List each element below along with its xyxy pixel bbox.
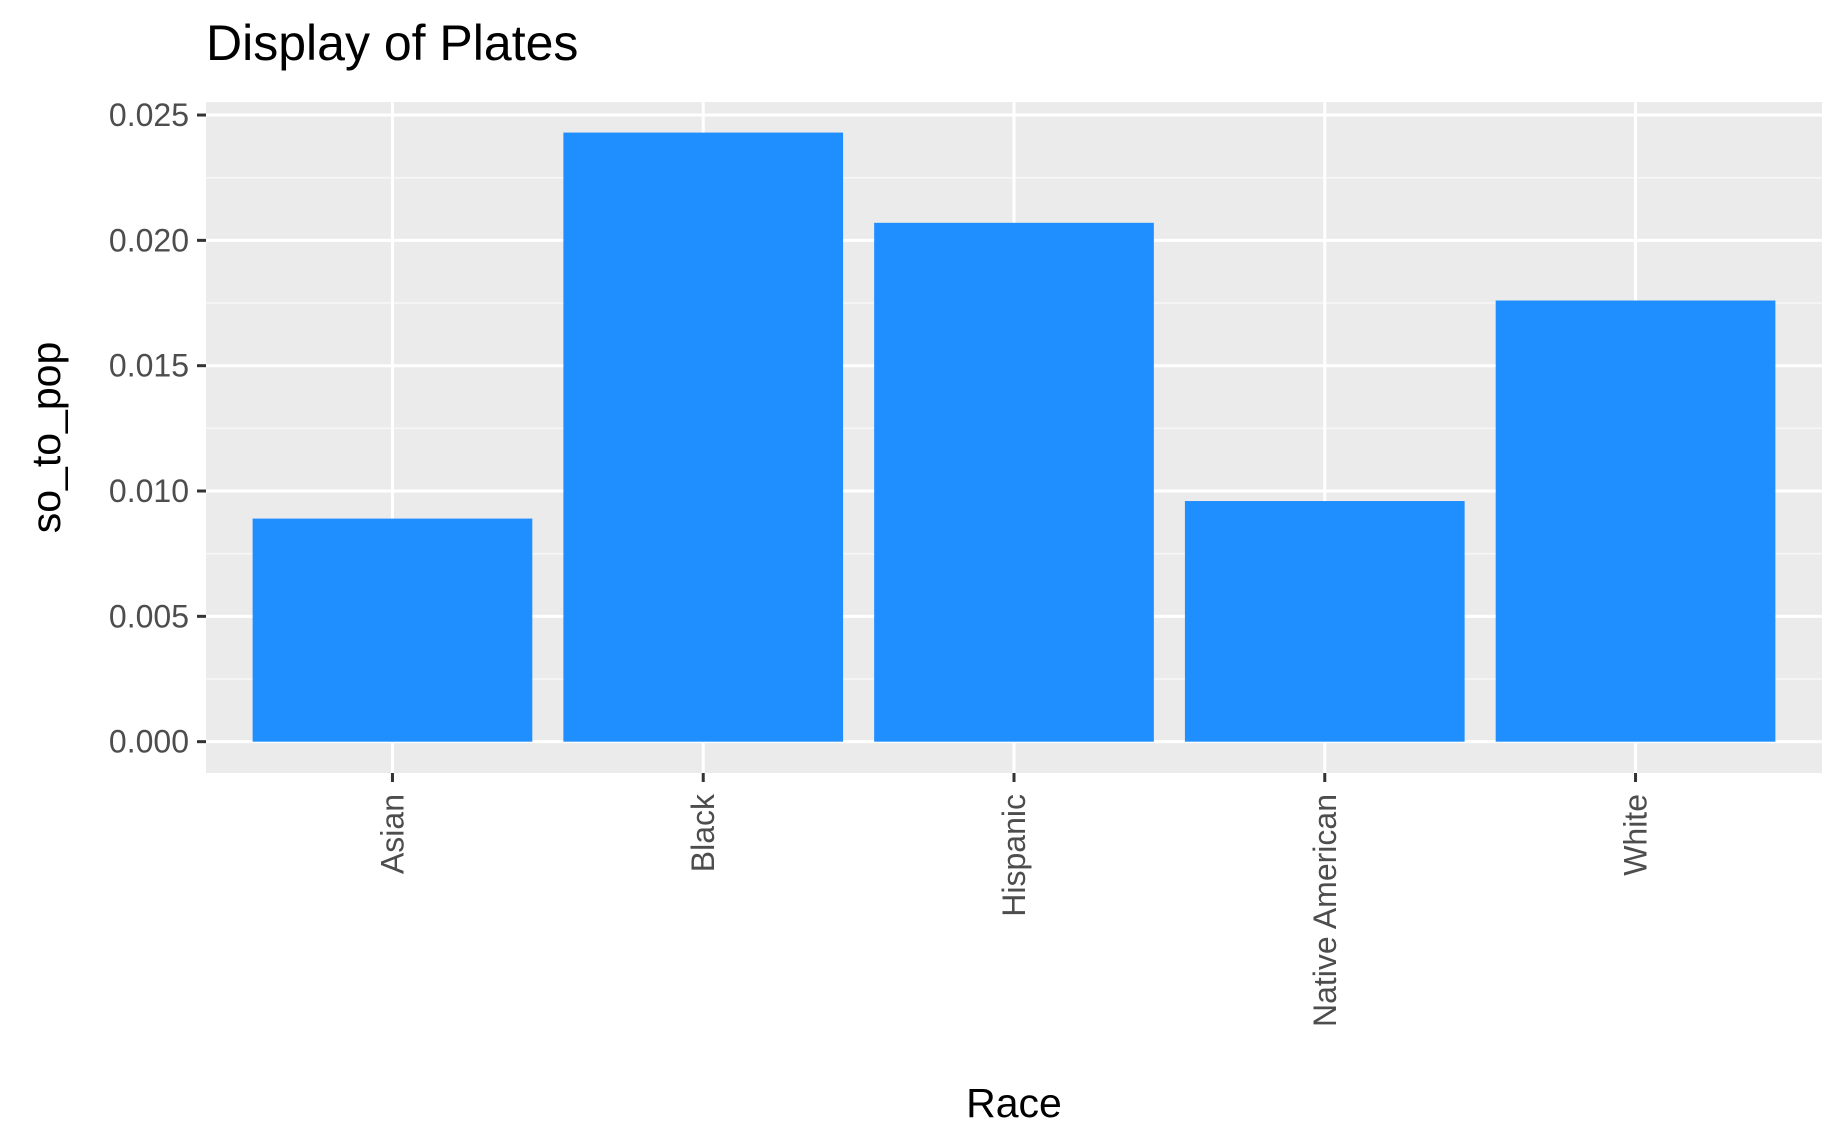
x-tick-label: White bbox=[1618, 794, 1654, 876]
y-axis-title: so_to_pop bbox=[23, 342, 69, 534]
bar-hispanic bbox=[874, 222, 1154, 742]
x-tick-label: Asian bbox=[374, 794, 410, 874]
bar-black bbox=[563, 132, 844, 742]
bar-white bbox=[1495, 300, 1776, 742]
x-axis-title: Race bbox=[966, 1080, 1062, 1126]
bar-native-american bbox=[1184, 501, 1465, 742]
x-tick-label: Black bbox=[685, 793, 721, 872]
y-tick-label: 0.010 bbox=[109, 473, 189, 509]
x-tick-label: Native American bbox=[1307, 794, 1343, 1027]
bars bbox=[252, 132, 1776, 742]
y-tick-label: 0.000 bbox=[109, 724, 189, 760]
y-tick-label: 0.020 bbox=[109, 222, 189, 258]
chart-title: Display of Plates bbox=[206, 15, 578, 71]
y-tick-label: 0.005 bbox=[109, 598, 189, 634]
y-tick-label: 0.025 bbox=[109, 97, 189, 133]
y-tick-label: 0.015 bbox=[109, 348, 189, 384]
bar-asian bbox=[252, 518, 533, 742]
axes: 0.000 0.005 0.010 0.015 0.020 0.025 Asian Black… bbox=[109, 97, 1654, 1027]
x-tick-label: Hispanic bbox=[996, 794, 1032, 917]
